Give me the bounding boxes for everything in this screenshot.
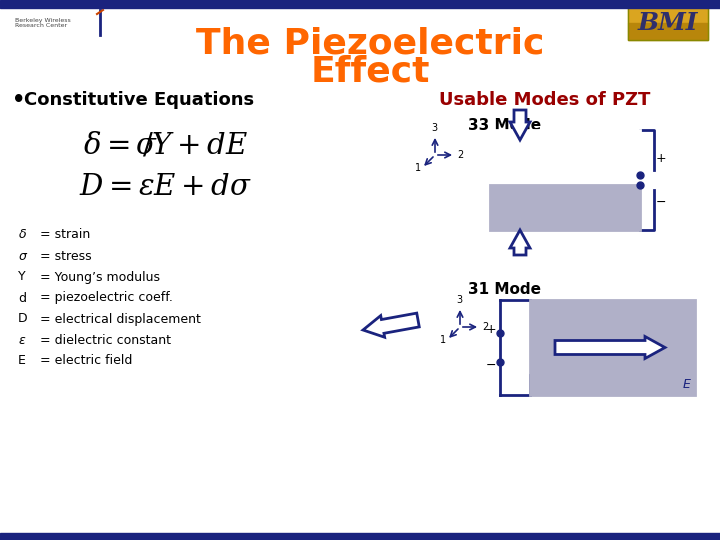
Text: $\varepsilon$: $\varepsilon$ [18,334,27,347]
Bar [0,533,720,540]
Text: = strain: = strain [36,228,90,241]
Bar [0,0,720,8]
Text: 2: 2 [457,150,463,160]
Text: •: • [12,90,25,110]
Text: E: E [18,354,26,368]
Text: 31 Mode: 31 Mode [469,282,541,298]
Text: = electric field: = electric field [36,354,132,368]
Bar [628,23,708,40]
Text: = dielectric constant: = dielectric constant [36,334,171,347]
Bar [628,5,708,40]
Text: E: E [683,378,691,391]
Text: 3: 3 [431,123,437,133]
FancyArrow shape [510,110,530,140]
Text: $\delta$: $\delta$ [18,228,27,241]
Text: d: d [18,292,26,305]
Text: Constitutive Equations: Constitutive Equations [24,91,254,109]
Bar [490,185,640,230]
Text: $\delta = \sigma\!\!\!/Y + dE$: $\delta = \sigma\!\!\!/Y + dE$ [83,131,248,159]
Text: = Young’s modulus: = Young’s modulus [36,271,160,284]
Text: −: − [486,359,497,372]
Text: 2: 2 [482,322,488,332]
Text: The Piezoelectric: The Piezoelectric [196,26,544,60]
Text: = stress: = stress [36,249,91,262]
Text: Usable Modes of PZT: Usable Modes of PZT [439,91,651,109]
Text: = piezoelectric coeff.: = piezoelectric coeff. [36,292,173,305]
Text: +: + [656,152,667,165]
Text: BMI: BMI [638,10,698,35]
FancyArrow shape [555,336,665,359]
Bar [530,300,695,395]
Text: Effect: Effect [310,55,430,89]
Text: $D = \varepsilon E + d\sigma$: $D = \varepsilon E + d\sigma$ [78,173,251,201]
Text: +: + [486,323,497,336]
Text: $\sigma$: $\sigma$ [18,249,28,262]
Text: 33 Mode: 33 Mode [469,118,541,132]
Text: Y: Y [18,271,26,284]
Bar [490,130,640,185]
Text: Berkeley Wireless
Research Center: Berkeley Wireless Research Center [15,18,71,29]
Bar [628,5,708,23]
Text: D: D [18,313,27,326]
Text: −: − [656,195,667,208]
Text: 1: 1 [440,335,446,345]
Text: 3: 3 [456,295,462,305]
Text: = electrical displacement: = electrical displacement [36,313,201,326]
FancyArrow shape [510,230,530,255]
FancyArrow shape [363,313,419,338]
Text: 1: 1 [415,163,421,173]
